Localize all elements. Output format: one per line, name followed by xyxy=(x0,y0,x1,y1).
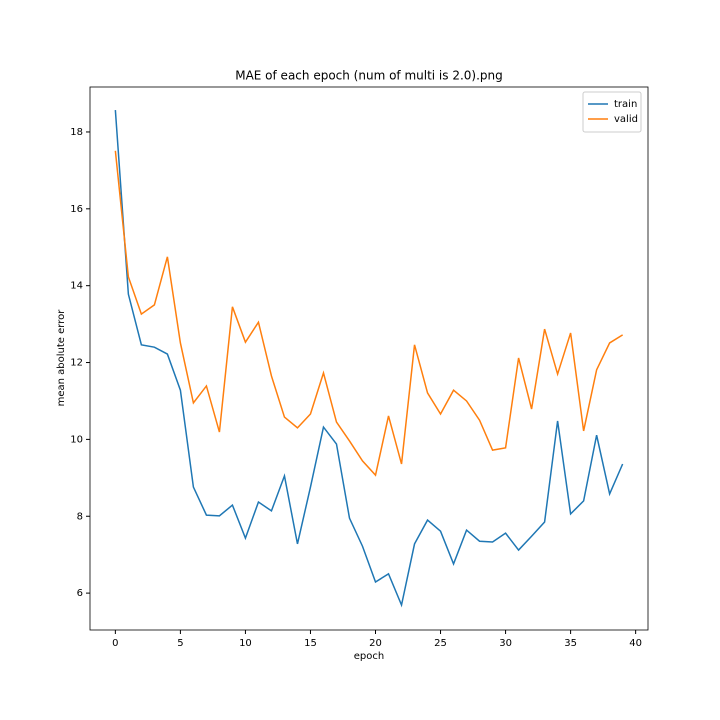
line-series xyxy=(114,150,624,477)
x-tick-label: 30 xyxy=(499,638,512,649)
y-tick-label: 18 xyxy=(70,127,83,138)
y-tick-label: 12 xyxy=(70,358,83,369)
y-tick-label: 16 xyxy=(70,204,83,215)
legend-label: valid xyxy=(614,114,638,125)
x-tick-label: 15 xyxy=(304,638,317,649)
y-axis-label: mean abolute error xyxy=(56,309,67,407)
y-tick-label: 14 xyxy=(70,281,83,292)
x-tick-label: 5 xyxy=(177,638,183,649)
axes-frame xyxy=(89,86,649,631)
legend-box xyxy=(582,91,642,133)
x-tick-label: 20 xyxy=(369,638,382,649)
y-tick-label: 8 xyxy=(77,511,83,522)
y-tick-label: 6 xyxy=(77,588,83,599)
x-tick-label: 25 xyxy=(434,638,447,649)
line-series xyxy=(114,110,624,608)
legend-label: train xyxy=(614,99,637,110)
y-tick-label: 10 xyxy=(70,434,83,445)
x-tick-label: 35 xyxy=(564,638,577,649)
chart-title: MAE of each epoch (num of multi is 2.0).… xyxy=(235,69,503,83)
x-axis-label: epoch xyxy=(354,651,384,662)
x-tick-label: 10 xyxy=(239,638,252,649)
x-tick-label: 40 xyxy=(629,638,642,649)
x-tick-label: 0 xyxy=(112,638,118,649)
